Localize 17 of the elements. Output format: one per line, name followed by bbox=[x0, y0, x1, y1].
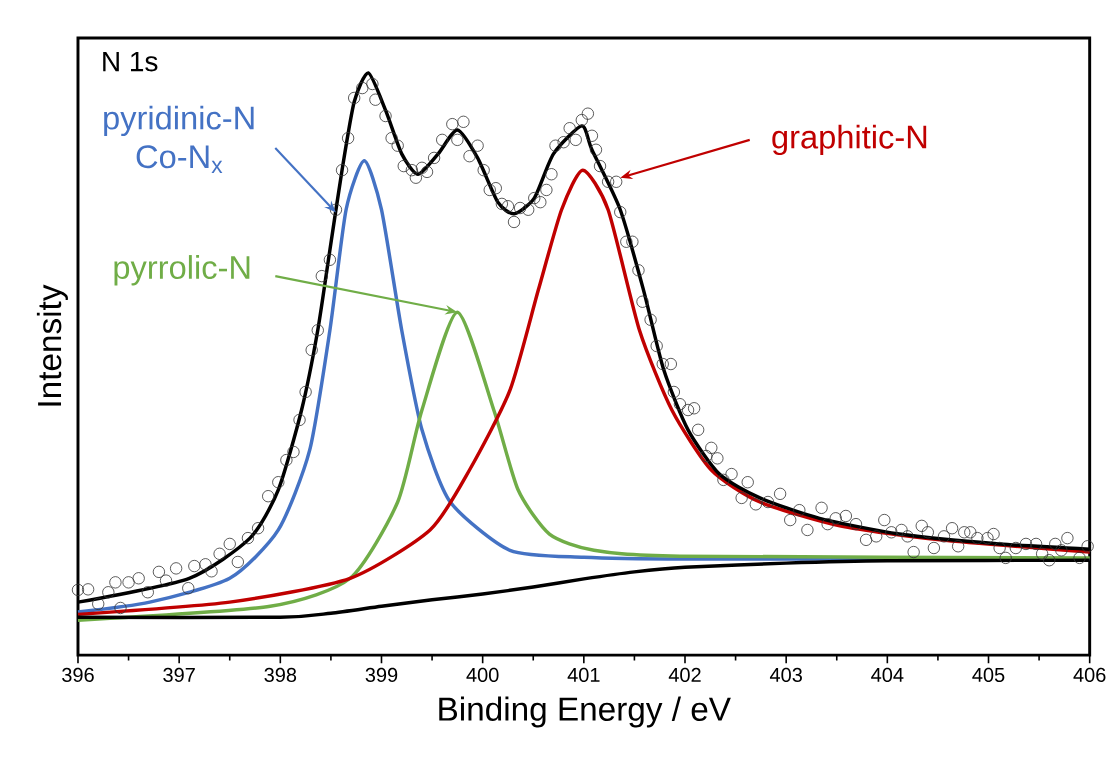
x-tick-label: 396 bbox=[62, 667, 94, 683]
annotation: graphitic-N bbox=[772, 124, 927, 156]
text: N 1s bbox=[103, 52, 158, 72]
annotation: pyridinic-N Co-N$_{x}$ bbox=[104, 105, 254, 174]
y-axis-title: Intensity bbox=[36, 284, 68, 406]
x-tick-label: 402 bbox=[668, 667, 701, 683]
x-axis-title: Binding Energy / eV bbox=[439, 696, 731, 728]
x-tick-label: 398 bbox=[264, 667, 297, 683]
annotation: pyrrolic-N bbox=[114, 255, 250, 286]
x-tick-label: 403 bbox=[769, 667, 802, 683]
x-tick-label: 401 bbox=[567, 667, 600, 683]
x-tick-label: 406 bbox=[1073, 667, 1106, 683]
x-tick-label: 397 bbox=[163, 667, 195, 683]
x-tick-label: 400 bbox=[466, 667, 499, 683]
x-tick-label: 405 bbox=[972, 667, 1005, 683]
x-tick-label: 404 bbox=[871, 667, 904, 683]
x-tick-label: 399 bbox=[365, 667, 398, 683]
